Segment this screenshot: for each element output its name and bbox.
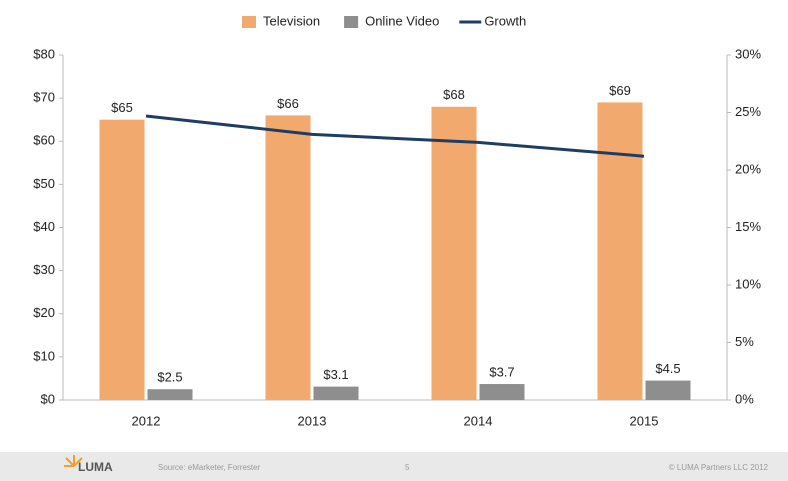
x-tick-label: 2012 xyxy=(132,413,161,428)
data-label: $69 xyxy=(609,83,631,98)
data-label: $68 xyxy=(443,87,465,102)
data-label: $3.7 xyxy=(489,364,514,379)
y2-tick-label: 10% xyxy=(735,276,761,291)
y-tick-label: $30 xyxy=(33,262,55,277)
data-label: $66 xyxy=(277,96,299,111)
x-tick-label: 2013 xyxy=(298,413,327,428)
bar xyxy=(431,106,477,400)
y2-tick-label: 5% xyxy=(735,334,754,349)
page-number: 5 xyxy=(405,463,410,472)
x-tick-label: 2014 xyxy=(464,413,493,428)
source: Source: eMarketer, Forrester xyxy=(158,463,261,472)
logo: LUMA xyxy=(78,460,113,474)
bar xyxy=(99,119,145,400)
bar xyxy=(479,384,525,400)
y2-tick-label: 30% xyxy=(735,46,761,61)
y2-tick-label: 25% xyxy=(735,104,761,119)
copyright: © LUMA Partners LLC 2012 xyxy=(669,463,769,472)
data-label: $65 xyxy=(111,100,133,115)
y-tick-label: $10 xyxy=(33,348,55,363)
legend-label: Growth xyxy=(484,13,526,28)
data-label: $4.5 xyxy=(655,361,680,376)
y-tick-label: $40 xyxy=(33,219,55,234)
legend-label: Online Video xyxy=(365,13,439,28)
logo-icon xyxy=(64,455,83,467)
y-tick-label: $80 xyxy=(33,46,55,61)
x-tick-label: 2015 xyxy=(630,413,659,428)
y-tick-label: $50 xyxy=(33,176,55,191)
bar xyxy=(645,380,691,400)
y2-tick-label: 20% xyxy=(735,161,761,176)
legend-swatch xyxy=(344,16,359,28)
bar xyxy=(313,386,359,400)
footer-band xyxy=(0,452,788,481)
bar xyxy=(265,115,311,400)
legend-swatch xyxy=(242,16,256,28)
y-tick-label: $60 xyxy=(33,133,55,148)
line-series xyxy=(145,114,645,158)
y-tick-label: $0 xyxy=(41,391,55,406)
data-label: $3.1 xyxy=(323,367,348,382)
legend-label: Television xyxy=(263,13,320,28)
bar xyxy=(147,389,193,400)
y-tick-label: $20 xyxy=(33,305,55,320)
y-tick-label: $70 xyxy=(33,90,55,105)
data-label: $2.5 xyxy=(157,370,182,385)
y2-tick-label: 15% xyxy=(735,219,761,234)
y2-tick-label: 0% xyxy=(735,391,754,406)
bar xyxy=(597,102,643,400)
